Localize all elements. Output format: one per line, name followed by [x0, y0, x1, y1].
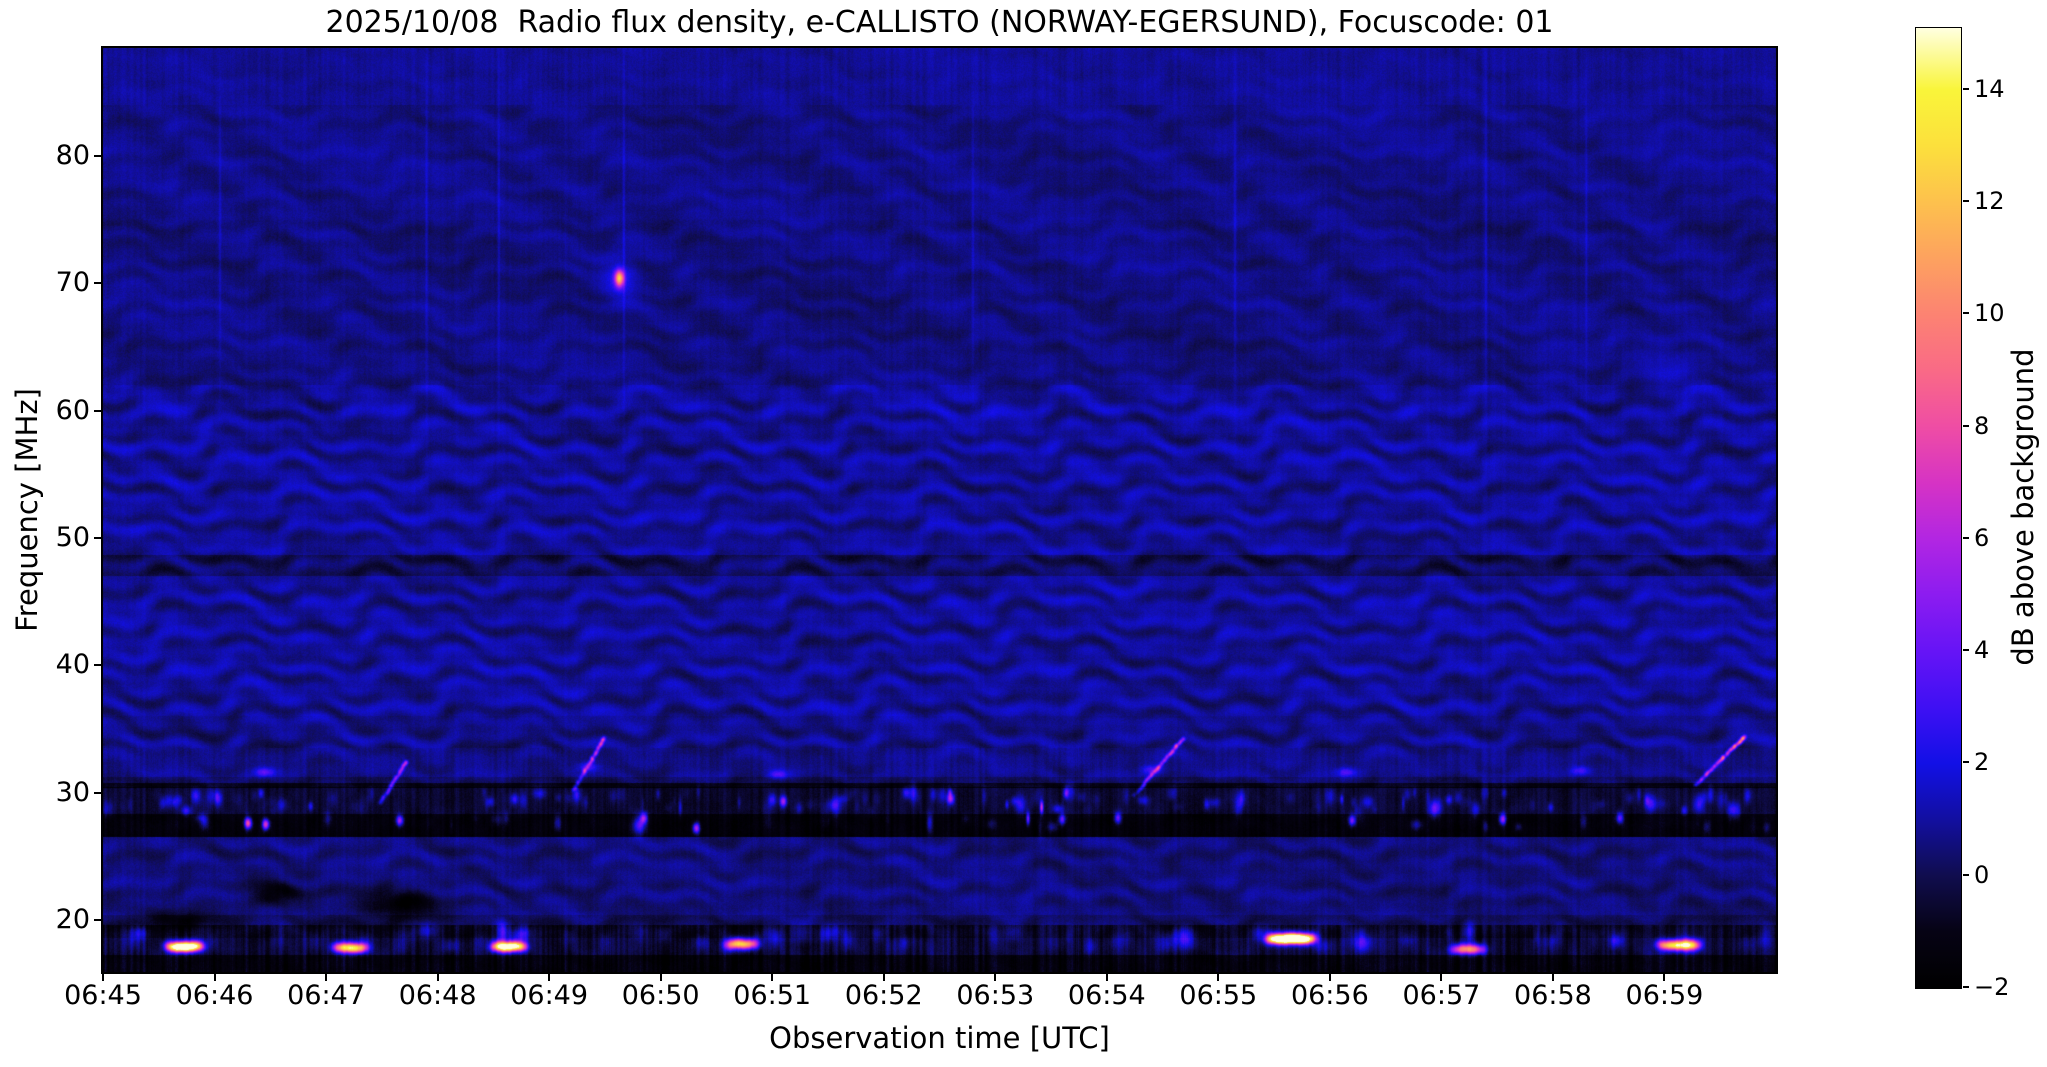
y-tick-label: 30	[55, 776, 90, 808]
x-tick-label: 06:56	[1290, 980, 1369, 1011]
y-tick-mark	[94, 664, 101, 667]
y-tick-mark	[94, 155, 101, 158]
colorbar-tick-mark	[1963, 312, 1969, 315]
colorbar-tick-mark	[1963, 536, 1969, 539]
y-tick-label: 20	[55, 903, 90, 935]
x-tick-label: 06:55	[1179, 980, 1258, 1011]
colorbar-tick-label: 14	[1974, 74, 2005, 103]
y-tick-mark	[94, 918, 101, 921]
colorbar-tick-label: 8	[1974, 411, 1990, 440]
y-tick-label: 70	[55, 267, 90, 299]
x-tick-label: 06:52	[844, 980, 923, 1011]
colorbar	[1915, 27, 1962, 989]
colorbar-tick-mark	[1963, 424, 1969, 427]
x-axis-label: Observation time [UTC]	[769, 1021, 1110, 1055]
x-tick-mark	[1328, 974, 1331, 981]
colorbar-tick-label: 2	[1974, 748, 1990, 777]
spectrogram-canvas	[103, 48, 1776, 972]
x-tick-mark	[882, 974, 885, 981]
x-tick-label: 06:59	[1625, 980, 1704, 1011]
x-tick-label: 06:53	[956, 980, 1035, 1011]
x-tick-mark	[325, 974, 328, 981]
x-tick-mark	[1217, 974, 1220, 981]
colorbar-tick-mark	[1963, 200, 1969, 203]
colorbar-tick-label: 12	[1974, 187, 2005, 216]
y-tick-label: 80	[55, 140, 90, 172]
x-tick-label: 06:50	[621, 980, 700, 1011]
x-tick-mark	[213, 974, 216, 981]
x-tick-mark	[548, 974, 551, 981]
y-tick-label: 40	[55, 649, 90, 681]
chart-title: 2025/10/08 Radio flux density, e-CALLIST…	[325, 5, 1554, 40]
colorbar-tick-label: 6	[1974, 523, 1990, 552]
x-tick-mark	[436, 974, 439, 981]
x-tick-label: 06:51	[733, 980, 812, 1011]
colorbar-tick-label: −2	[1974, 973, 2010, 1001]
colorbar-tick-label: 4	[1974, 636, 1990, 665]
y-tick-mark	[94, 537, 101, 539]
y-tick-mark	[94, 791, 101, 794]
y-tick-mark	[94, 282, 101, 285]
colorbar-tick-label: 0	[1974, 860, 1990, 889]
x-tick-label: 06:57	[1402, 980, 1481, 1011]
colorbar-tick-label: 10	[1974, 299, 2005, 328]
colorbar-tick-mark	[1963, 873, 1969, 876]
colorbar-tick-mark	[1963, 649, 1969, 652]
x-tick-label: 06:46	[175, 980, 254, 1011]
x-tick-mark	[1663, 974, 1666, 981]
x-tick-mark	[1105, 974, 1108, 981]
colorbar-tick-mark	[1963, 761, 1969, 764]
y-tick-mark	[94, 409, 101, 412]
x-tick-label: 06:48	[398, 980, 477, 1011]
x-tick-mark	[994, 974, 997, 981]
plot-area	[101, 46, 1778, 974]
y-tick-label: 50	[55, 522, 90, 553]
x-tick-label: 06:54	[1067, 980, 1146, 1011]
colorbar-label-text: dB above background	[2006, 348, 2040, 666]
x-tick-label: 06:49	[510, 980, 589, 1011]
x-tick-mark	[102, 974, 104, 981]
x-tick-mark	[1551, 974, 1554, 981]
x-tick-mark	[771, 974, 774, 981]
x-tick-label: 06:47	[287, 980, 365, 1011]
x-tick-label: 06:58	[1514, 980, 1592, 1011]
colorbar-tick-mark	[1963, 87, 1969, 90]
x-tick-mark	[1440, 974, 1443, 981]
y-tick-label: 60	[55, 394, 90, 426]
colorbar-label: dB above background	[2006, 348, 2040, 665]
x-tick-label: 06:45	[64, 980, 142, 1011]
x-tick-mark	[659, 974, 662, 981]
colorbar-tick-mark	[1963, 986, 1969, 988]
